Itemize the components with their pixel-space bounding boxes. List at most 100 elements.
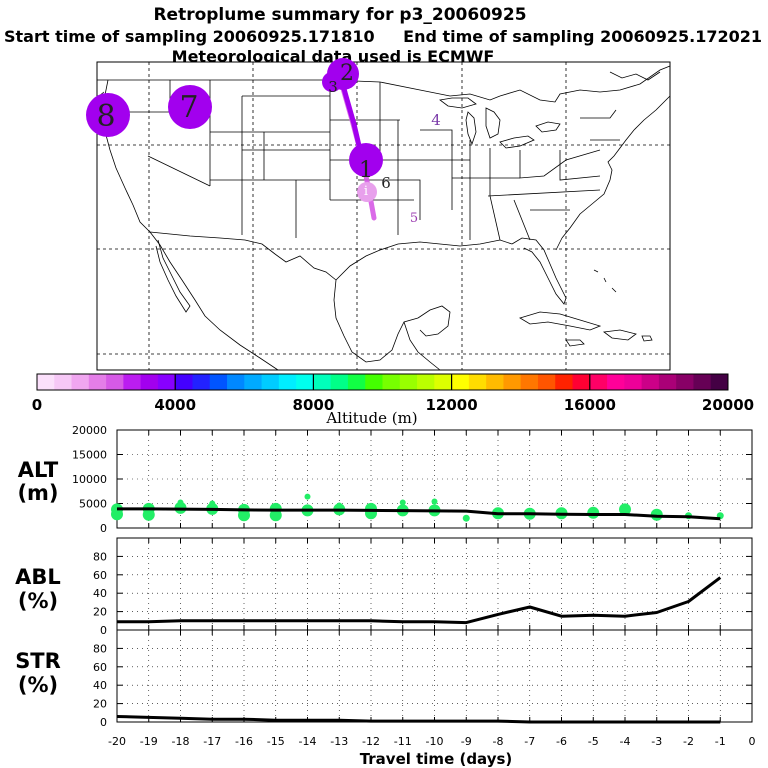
alt-ylabel: ALT — [18, 458, 59, 482]
particle-point — [462, 514, 470, 522]
x-tick-label: -2 — [683, 735, 694, 748]
colorbar-cell — [296, 374, 314, 390]
colorbar-cell — [278, 374, 297, 390]
colorbar-cell — [347, 374, 366, 390]
y-tick-label: 40 — [93, 587, 107, 600]
str-yunit: (%) — [18, 673, 58, 697]
x-tick-label: -14 — [299, 735, 317, 748]
map-panel: 1 2 3 4 5 6 7 8 i — [86, 58, 671, 371]
colorbar-cell — [624, 374, 643, 390]
x-tick-label: -10 — [426, 735, 444, 748]
particle-point — [238, 509, 250, 522]
x-tick-label: -6 — [556, 735, 567, 748]
cluster-marker-1 — [349, 143, 383, 177]
colorbar-cell — [175, 374, 193, 390]
colorbar-cell — [71, 374, 90, 390]
y-tick-label: 10000 — [72, 473, 107, 486]
x-tick-label: 0 — [749, 735, 756, 748]
colorbar-cell — [382, 374, 401, 390]
particle-point — [111, 508, 123, 521]
series-line — [117, 507, 721, 521]
colorbar-cell — [140, 374, 159, 390]
x-tick-label: -3 — [651, 735, 662, 748]
cluster-marker-8 — [86, 93, 130, 137]
y-tick-label: 20 — [93, 606, 107, 619]
x-tick-label: -18 — [172, 735, 190, 748]
x-tick-label: -8 — [493, 735, 504, 748]
particle-point — [399, 499, 406, 506]
y-tick-label: 80 — [93, 642, 107, 655]
colorbar-cell — [537, 374, 556, 390]
colorbar-cell — [209, 374, 228, 390]
coastlines-and-borders — [97, 65, 671, 371]
colorbar-cells — [37, 374, 729, 390]
y-tick-label: 20 — [93, 698, 107, 711]
colorbar-cell — [710, 374, 729, 390]
colorbar-cell — [641, 374, 660, 390]
x-tick-label: -12 — [362, 735, 380, 748]
colorbar-cell — [520, 374, 539, 390]
colorbar-cell — [486, 374, 504, 390]
colorbar-ticks: 0 4000 8000 12000 16000 20000 — [32, 374, 754, 414]
particle-point — [431, 498, 438, 505]
y-tick-label: 60 — [93, 661, 107, 674]
colorbar-cell — [37, 374, 55, 390]
colorbar-cell — [503, 374, 522, 390]
alt-particle-scatter — [111, 493, 724, 522]
colorbar-cell — [157, 374, 176, 390]
colorbar-cell — [607, 374, 625, 390]
particle-point — [587, 506, 600, 519]
particle-point — [269, 509, 282, 522]
abl-series — [116, 576, 722, 625]
y-tick-label: 15000 — [72, 449, 107, 462]
colorbar-cell — [227, 374, 245, 390]
x-tick-label: -16 — [235, 735, 253, 748]
x-axis-label: Travel time (days) — [360, 750, 513, 768]
cluster-marker-7 — [168, 85, 212, 129]
cluster-marker-6 — [357, 182, 377, 202]
colorbar-cell — [434, 374, 453, 390]
cluster-label-2: 2 — [340, 61, 354, 86]
colorbar-frame — [36, 373, 729, 391]
colorbar-tick-label: 8000 — [293, 396, 335, 414]
abl-panel: ABL (%) 0 20 40 60 80 — [15, 537, 753, 637]
cluster-labels: 1 2 3 4 5 6 7 8 i — [96, 61, 440, 226]
y-tick-label: 0 — [100, 716, 107, 729]
colorbar-cell — [192, 374, 211, 390]
series-line — [116, 715, 721, 724]
y-tick-label: 20000 — [72, 424, 107, 437]
cluster-label-5: 5 — [410, 211, 418, 226]
colorbar-cell — [658, 374, 677, 390]
cluster-marker-3 — [322, 72, 342, 92]
particle-point — [304, 493, 311, 500]
colorbar-cell — [330, 374, 349, 390]
x-tick-label: -7 — [524, 735, 535, 748]
cluster-label-6: 6 — [381, 174, 391, 192]
y-tick-label: 40 — [93, 679, 107, 692]
colorbar-tick-label: 20000 — [702, 396, 754, 414]
alt-axes: 0 5000 10000 15000 20000 — [72, 424, 753, 535]
y-tick-label: 0 — [100, 624, 107, 637]
y-tick-label: 0 — [100, 522, 107, 535]
figure-title: Retroplume summary for p3_20060925 — [153, 5, 526, 25]
colorbar-cell — [123, 374, 142, 390]
abl-yunit: (%) — [18, 589, 58, 613]
start-time-label: Start time of sampling 20060925.171810 — [4, 27, 375, 46]
colorbar-cell — [106, 374, 124, 390]
str-ylabel: STR — [15, 649, 61, 673]
abl-axes: 0 20 40 60 80 — [93, 538, 753, 637]
series-line — [117, 576, 722, 625]
colorbar-tick-label: 4000 — [154, 396, 196, 414]
colorbar-cell — [451, 374, 470, 390]
x-tick-label: -9 — [461, 735, 472, 748]
colorbar-tick-label: 16000 — [564, 396, 616, 414]
colorbar-label: Altitude (m) — [325, 409, 417, 427]
colorbar-cell — [676, 374, 694, 390]
colorbar-tick-label: 0 — [32, 396, 42, 414]
particle-point — [177, 499, 184, 506]
x-tick-label: -13 — [330, 735, 348, 748]
y-tick-label: 80 — [93, 550, 107, 563]
x-tick-label: -17 — [203, 735, 221, 748]
y-tick-label: 60 — [93, 569, 107, 582]
colorbar-cell — [244, 374, 263, 390]
